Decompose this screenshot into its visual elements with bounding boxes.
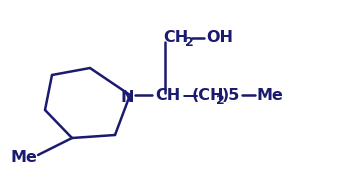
Text: —: —: [177, 88, 199, 104]
Text: (CH: (CH: [192, 88, 224, 104]
Text: CH: CH: [155, 88, 180, 104]
Text: OH: OH: [206, 30, 233, 45]
Text: 2: 2: [216, 93, 225, 107]
Text: 2: 2: [185, 36, 194, 48]
Text: CH: CH: [163, 30, 188, 45]
Text: Me: Me: [10, 150, 37, 164]
Text: )5: )5: [222, 88, 240, 104]
Text: Me: Me: [257, 88, 284, 104]
Text: N: N: [120, 90, 134, 104]
